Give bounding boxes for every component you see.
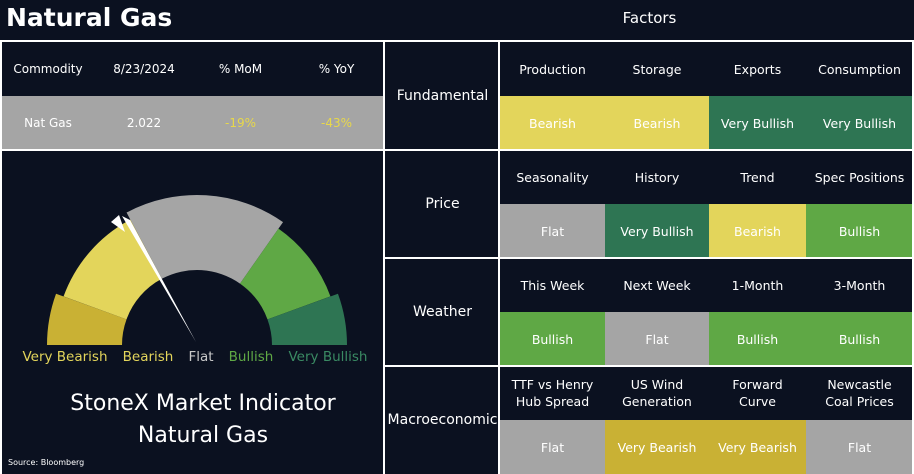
- gauge-segment: [267, 293, 347, 345]
- table-cell: Nat Gas: [24, 115, 72, 130]
- factor-signal: Flat: [500, 204, 605, 258]
- factor-name: 1-Month: [731, 277, 784, 293]
- table-cell: -43%: [320, 115, 352, 130]
- gauge-title-line: Natural Gas: [137, 423, 269, 448]
- factor-signal: Flat: [806, 420, 913, 474]
- factor-name: US Wind Generation: [622, 377, 692, 409]
- gauge-segment: [126, 195, 284, 284]
- factor-signal: Bullish: [500, 312, 605, 366]
- gauge-title: StoneX Market Indicator Natural Gas: [0, 388, 406, 452]
- gauge: Very Bearish Bearish Flat Bullish Very Bulli…: [22, 195, 368, 365]
- factor-name: History: [634, 169, 680, 185]
- factors-title: Factors: [622, 9, 677, 27]
- factor-signal: Very Bullish: [605, 204, 709, 258]
- factor-name: 3-Month: [833, 277, 886, 293]
- factor-name: Exports: [733, 61, 782, 77]
- factor-group: Macroeconomic: [387, 411, 498, 428]
- factor-signal: Very Bearish: [605, 420, 709, 474]
- factor-signal: Very Bullish: [709, 96, 806, 150]
- column-header: Commodity: [13, 61, 83, 76]
- factor-name: Production: [519, 61, 586, 77]
- border-line: [0, 40, 914, 42]
- column-header: 8/23/2024: [113, 61, 175, 76]
- border-line: [385, 149, 914, 151]
- gauge-label: Bullish: [229, 349, 274, 365]
- factor-signal: Bullish: [806, 204, 913, 258]
- factor-signal: Very Bullish: [806, 96, 913, 150]
- gauge-label: Flat: [188, 349, 213, 365]
- factor-name: Seasonality: [516, 169, 589, 185]
- border-line: [0, 40, 2, 474]
- column-header: % YoY: [318, 61, 355, 76]
- table-cell: -19%: [224, 115, 256, 130]
- factor-name: Consumption: [818, 61, 901, 77]
- row-background: [0, 96, 384, 150]
- factor-name: Forward Curve: [732, 377, 783, 409]
- factor-signal: Bullish: [806, 312, 913, 366]
- factor-signal: Bearish: [500, 96, 605, 150]
- gauge-label: Very Bullish: [289, 349, 368, 365]
- gauge-title-line: StoneX Market Indicator: [70, 391, 336, 416]
- factor-signal: Flat: [500, 420, 605, 474]
- factor-signal: Very Bearish: [709, 420, 806, 474]
- factor-name: This Week: [520, 277, 585, 293]
- factor-signal: Flat: [605, 312, 709, 366]
- gauge-segment: [240, 228, 331, 320]
- factor-group: Fundamental: [396, 87, 489, 104]
- source-note: Source: Bloomberg: [8, 458, 85, 467]
- factor-name: Storage: [632, 61, 682, 77]
- factor-signal: Bullish: [709, 312, 806, 366]
- factor-name: Next Week: [623, 277, 691, 293]
- page-title: Natural Gas: [6, 3, 173, 32]
- gauge-segment: [63, 219, 162, 320]
- factor-name: Trend: [740, 169, 775, 185]
- column-header: % MoM: [218, 61, 263, 76]
- factor-group: Price: [425, 195, 460, 212]
- border-line: [0, 149, 384, 151]
- gauge-needle: [122, 216, 196, 342]
- gauge-segment: [47, 293, 127, 345]
- factor-name: Newcastle Coal Prices: [825, 377, 894, 409]
- table-cell: 2.022: [126, 115, 162, 130]
- border-line: [385, 257, 914, 259]
- factor-signal: Bearish: [709, 204, 806, 258]
- factor-signal: Bearish: [605, 96, 709, 150]
- border-line: [385, 365, 914, 367]
- border-line: [383, 40, 385, 474]
- gauge-label: Bearish: [123, 349, 174, 365]
- factor-group: Weather: [413, 303, 472, 320]
- factor-name: Spec Positions: [814, 169, 905, 185]
- gauge-label: Very Bearish: [22, 349, 107, 365]
- factor-name: TTF vs Henry Hub Spread: [511, 377, 594, 409]
- gauge-marker: [111, 215, 125, 232]
